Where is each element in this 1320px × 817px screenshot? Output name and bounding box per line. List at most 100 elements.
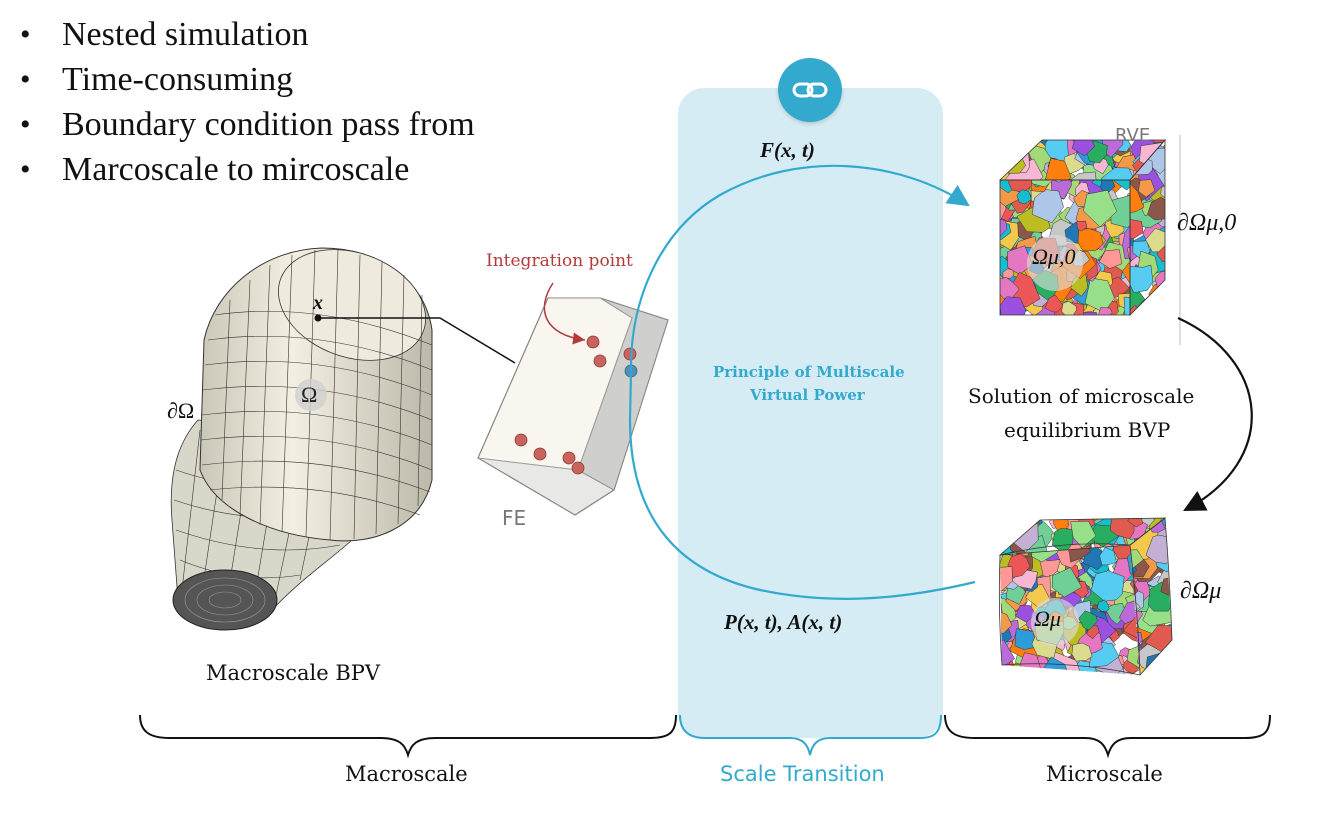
grain: [1031, 189, 1064, 224]
boundary-omega-label: ∂Ω: [167, 398, 195, 423]
grain: [1066, 171, 1098, 180]
grain: [1109, 518, 1135, 539]
microscale-brace: [944, 714, 1271, 759]
principle-label-line2: Virtual Power: [750, 386, 865, 404]
grain: [1127, 245, 1130, 268]
grain: [1103, 314, 1118, 315]
grain: [1071, 140, 1096, 157]
grain: [1122, 222, 1130, 260]
solution-arrow: [1177, 316, 1253, 512]
grain: [1099, 546, 1117, 566]
grain: [988, 597, 1000, 608]
grain: [1123, 296, 1130, 315]
grain: [983, 228, 999, 241]
grain: [1145, 653, 1164, 675]
grain: [1158, 650, 1172, 668]
scale-transition-panel: [678, 88, 943, 738]
grain: [1002, 268, 1014, 279]
finite-element: [477, 282, 669, 516]
omega-label: Ω: [301, 382, 318, 407]
grain: [1127, 518, 1143, 528]
f-xt-label: F(x, t): [760, 138, 815, 162]
grain: [1002, 140, 1019, 147]
boundary-omega-mu-label: ∂Ωμ: [1180, 578, 1222, 604]
grain: [1016, 189, 1032, 205]
grain: [1000, 296, 1027, 315]
grain: [1101, 167, 1137, 180]
grain: [1000, 518, 1034, 530]
solution-label-line2: equilibrium BVP: [1004, 418, 1171, 442]
grain: [1000, 594, 1001, 616]
grain: [1137, 651, 1140, 668]
grain: [1123, 296, 1130, 315]
rve-label: RVE: [1115, 125, 1151, 146]
grain: [1000, 608, 1013, 634]
scale-transition-label: Scale Transition: [720, 762, 885, 786]
grain: [1144, 299, 1164, 315]
bullet-item: Nested simulation: [18, 12, 475, 57]
deformed-rve-cube: [988, 517, 1173, 676]
grain: [1000, 531, 1004, 550]
grain: [1130, 311, 1144, 315]
macroscale-brace: [139, 714, 677, 759]
grain: [1000, 304, 1004, 315]
grain: [1145, 308, 1164, 315]
grain: [1130, 264, 1154, 293]
grain: [1000, 673, 1011, 675]
macroscale-bpv-label: Macroscale BPV: [206, 661, 381, 685]
forward-arrow: [629, 164, 970, 372]
grain: [1076, 220, 1088, 232]
grain: [1007, 140, 1023, 149]
grain: [1000, 518, 1014, 535]
grain: [1028, 180, 1060, 188]
grain: [1046, 180, 1067, 183]
grain: [1145, 301, 1159, 315]
grain: [1113, 180, 1130, 191]
grain: [1156, 245, 1165, 263]
bullet-list: Nested simulation Time-consuming Boundar…: [18, 12, 475, 192]
grain: [1147, 196, 1165, 221]
fe-label: FE: [502, 506, 527, 530]
grain: [1154, 271, 1165, 292]
grain: [1000, 218, 1008, 237]
grain: [1097, 599, 1110, 612]
x-point-label: x: [313, 292, 323, 314]
grain: [1000, 566, 1001, 581]
solution-label-line1: Solution of microscale: [968, 384, 1195, 408]
macroscale-mesh: [170, 247, 516, 631]
grain: [1167, 523, 1172, 550]
grain: [1000, 140, 1010, 152]
grain: [981, 305, 999, 323]
grain: [1098, 249, 1123, 269]
grain: [1045, 158, 1072, 180]
grain: [1014, 628, 1037, 650]
grain: [1000, 602, 1003, 618]
grain: [1000, 665, 1006, 675]
grain: [1071, 642, 1093, 662]
bullet-item: Time-consuming: [18, 57, 475, 102]
grain: [1159, 295, 1165, 314]
grain: [1080, 518, 1101, 521]
grain: [1000, 140, 1018, 154]
grain: [1089, 140, 1124, 158]
grain: [1000, 284, 1004, 311]
boundary-omega-mu0-label: ∂Ωμ,0: [1177, 210, 1237, 236]
grain: [1152, 673, 1169, 675]
grain: [1130, 219, 1144, 239]
omega-mu-label: Ωμ: [1034, 606, 1061, 631]
bullet-item-continuation: Marcoscale to mircoscale: [18, 147, 475, 192]
macroscale-label: Macroscale: [345, 762, 468, 786]
grain: [1004, 158, 1044, 180]
grain: [1097, 307, 1113, 315]
grain: [1079, 313, 1097, 315]
grain: [1068, 312, 1099, 315]
grain: [1121, 262, 1130, 286]
pa-xt-label: P(x, t), A(x, t): [724, 610, 843, 634]
grain: [1083, 189, 1118, 228]
grain: [1138, 179, 1156, 198]
grain: [1007, 553, 1031, 578]
grain: [1077, 228, 1104, 252]
grain: [1090, 570, 1125, 602]
